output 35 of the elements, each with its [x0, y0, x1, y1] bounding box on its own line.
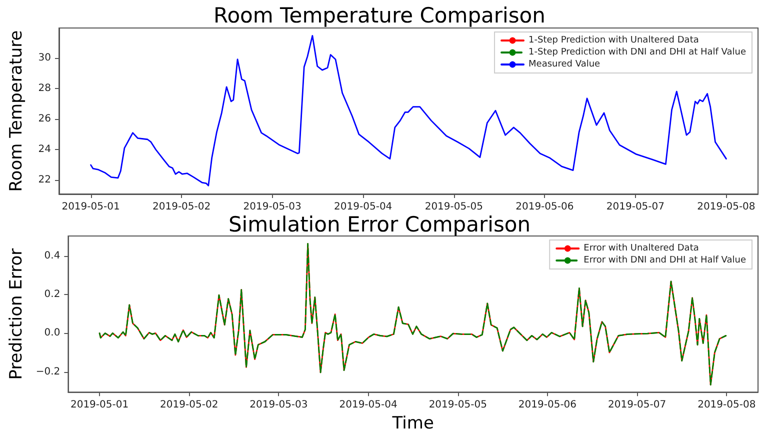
- legend-label: Error with DNI and DHI at Half Value: [584, 256, 746, 266]
- chart-title: Room Temperature Comparison: [214, 4, 546, 28]
- x-tick-label: 2019-05-03: [243, 202, 302, 212]
- y-tick-label: 0.4: [44, 250, 60, 262]
- y-tick-label: 30: [38, 52, 51, 64]
- y-tick-label: 28: [38, 82, 51, 94]
- y-axis-title: Room Temperature: [6, 30, 26, 192]
- x-tick-label: 2019-05-03: [250, 400, 308, 411]
- legend-label: 1-Step Prediction with DNI and DHI at Half Value: [528, 48, 746, 58]
- x-tick-label: 2019-05-07: [608, 400, 666, 411]
- y-tick-label: −0.2: [36, 366, 60, 378]
- x-tick-label: 2019-05-06: [516, 202, 574, 212]
- x-tick-label: 2019-05-07: [606, 202, 665, 212]
- x-tick-label: 2019-05-05: [428, 400, 487, 411]
- y-tick-label: 0.0: [44, 328, 60, 339]
- x-tick-label: 2019-05-08: [697, 202, 756, 212]
- x-tick-label: 2019-05-02: [152, 202, 211, 212]
- legend-label: 1-Step Prediction with Unaltered Data: [528, 36, 699, 46]
- chart-title: Simulation Error Comparison: [228, 212, 531, 236]
- x-tick-label: 2019-05-02: [160, 400, 218, 411]
- legend-label: Error with Unaltered Data: [584, 244, 699, 254]
- x-tick-label: 2019-05-08: [698, 400, 756, 411]
- x-tick-label: 2019-05-05: [424, 202, 483, 212]
- x-tick-label: 2019-05-06: [518, 400, 577, 411]
- x-axis-title: Time: [391, 414, 434, 434]
- legend-label: Measured Value: [528, 60, 601, 70]
- x-tick-label: 2019-05-01: [70, 400, 129, 411]
- x-tick-label: 2019-05-04: [339, 400, 398, 411]
- x-tick-label: 2019-05-04: [334, 202, 392, 212]
- y-tick-label: 24: [38, 144, 51, 156]
- y-tick-label: 26: [38, 114, 51, 125]
- y-tick-label: 0.2: [44, 289, 60, 300]
- y-tick-label: 22: [38, 174, 51, 186]
- y-axis-title: Prediction Error: [6, 248, 26, 380]
- x-tick-label: 2019-05-01: [62, 202, 120, 212]
